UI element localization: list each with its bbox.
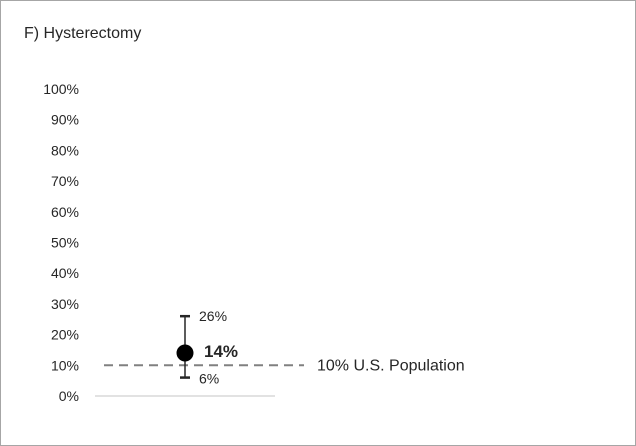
y-tick-label: 70%: [51, 173, 79, 189]
y-axis-tick-labels: 100% 90% 80% 70% 60% 50% 40% 30% 20% 10% 0%: [43, 81, 79, 404]
y-tick-label: 90%: [51, 112, 79, 128]
chart-title: F) Hysterectomy: [24, 25, 141, 42]
y-tick-label: 10%: [51, 357, 79, 373]
y-tick-label: 100%: [43, 81, 79, 97]
y-tick-label: 0%: [59, 388, 79, 404]
data-point-label: 14%: [204, 342, 238, 361]
y-tick-label: 50%: [51, 235, 79, 251]
reference-line-label: 10% U.S. Population: [317, 357, 465, 374]
y-tick-label: 20%: [51, 327, 79, 343]
y-tick-label: 30%: [51, 296, 79, 312]
y-tick-label: 80%: [51, 142, 79, 158]
y-tick-label: 40%: [51, 265, 79, 281]
upper-bound-label: 26%: [199, 308, 227, 324]
y-tick-label: 60%: [51, 204, 79, 220]
data-point: [176, 344, 194, 362]
lower-bound-label: 6%: [199, 371, 219, 387]
